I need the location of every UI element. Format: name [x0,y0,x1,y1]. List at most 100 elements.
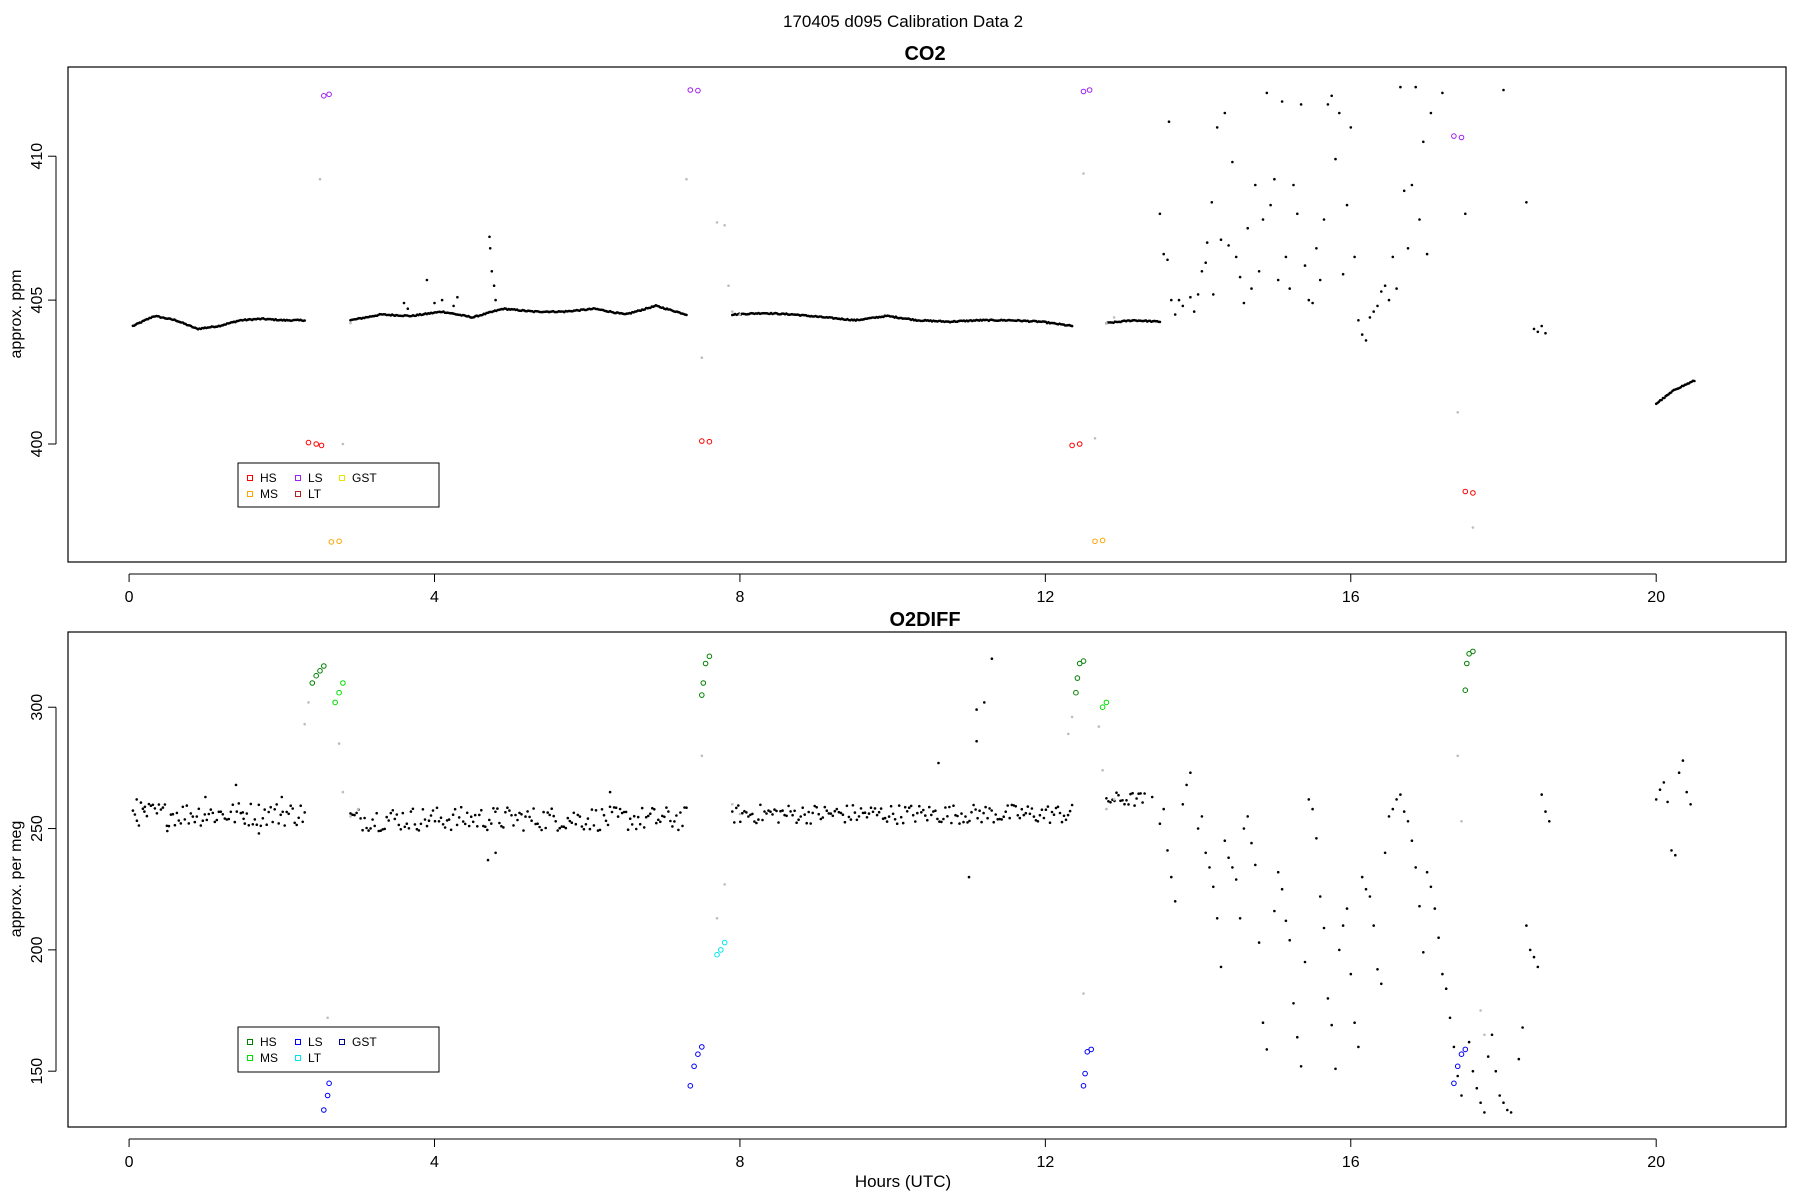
o2diff-data-point [1685,790,1688,794]
o2diff-data-point [1296,1035,1299,1039]
o2diff-data-point [940,820,943,824]
o2diff-data-point [209,808,213,811]
o2diff-data-point [1030,807,1034,810]
o2diff-data-point [131,809,135,812]
o2diff-data-point [996,818,999,821]
o2diff-data-point [187,822,191,825]
o2diff-data-point [881,817,885,820]
o2diff-data-point [215,818,219,822]
o2diff-data-point [407,827,411,830]
co2-calibration-point-hs [706,438,713,445]
o2diff-flagged-point [303,722,307,726]
o2diff-data-point [1020,807,1024,811]
o2diff-data-point [1062,814,1066,818]
o2diff-data-point [737,804,740,807]
co2-data-point [1318,278,1322,282]
o2diff-data-point [975,739,978,743]
co2-data-point [1162,252,1165,256]
o2diff-data-point [885,820,889,823]
o2diff-data-point [423,818,427,821]
o2diff-data-point [413,823,417,826]
o2diff-data-point [612,806,616,809]
o2diff-data-point [1125,799,1128,802]
co2-data-point [1219,238,1223,241]
o2diff-flagged-point [1101,769,1104,772]
o2diff-data-point [905,810,909,813]
o2diff-calibration-point-hs [1466,651,1472,657]
o2diff-data-point [998,817,1001,821]
o2diff-data-point [1141,801,1144,804]
o2diff-data-point [1135,797,1138,800]
o2diff-data-point [243,822,247,825]
o2diff-data-point [602,813,606,817]
o2diff-calibration-point-hs [1464,660,1470,667]
o2diff-data-point [1506,1108,1509,1112]
o2diff-data-point [478,813,481,817]
o2diff-data-point [1173,900,1177,903]
o2diff-data-point [895,822,899,825]
o2diff-data-point [1008,816,1011,820]
co2-data-point [1212,293,1215,296]
o2diff-data-point [598,828,602,832]
o2diff-calibration-point-ls [1451,1080,1457,1087]
o2diff-data-point [349,812,352,815]
o2diff-data-point [877,810,881,814]
o2diff-data-point [1315,837,1318,840]
o2diff-calibration-point-ls [1084,1049,1091,1055]
o2diff-data-point [1444,987,1448,990]
o2diff-data-point [596,829,600,832]
o2diff-data-point [630,823,634,826]
o2diff-data-point [823,805,827,809]
o2diff-data-point [899,815,903,819]
co2-calibration-point-ls [1451,133,1457,139]
o2diff-legend-label-hs: HS [260,1035,277,1049]
co2-calibration-point-ms [336,538,342,545]
co2-flagged-point [715,221,719,224]
o2diff-data-point [1299,1065,1303,1068]
o2diff-data-point [359,817,362,820]
o2diff-data-point [986,816,989,820]
o2diff-data-point [419,822,423,826]
co2-legend-label-hs: HS [260,471,277,485]
o2diff-data-point [875,813,879,817]
o2diff-data-point [526,810,529,813]
co2-calibration-point-hs [313,441,320,447]
o2diff-data-point [867,812,871,815]
o2diff-data-point [387,819,391,822]
o2diff-data-point [1036,820,1040,823]
co2-legend-box [237,462,440,508]
o2diff-data-point [524,815,527,818]
co2-data-point [1322,218,1326,221]
o2diff-data-point [251,823,255,826]
o2diff-data-point [516,818,519,822]
o2diff-data-point [1437,936,1440,939]
o2diff-panel-title: O2DIFF [889,609,960,631]
o2diff-flagged-point [1097,725,1101,728]
o2diff-data-point [235,810,239,813]
o2diff-data-point [435,806,439,810]
o2diff-data-point [584,823,588,826]
o2diff-data-point [417,829,421,832]
o2diff-data-point [1189,771,1192,774]
co2-calibration-point-ls [687,87,694,93]
o2diff-data-point [558,826,561,830]
co2-data-point [1173,313,1177,316]
o2diff-data-point [1528,948,1532,952]
o2diff-data-point [363,816,366,820]
o2diff-data-point [1288,938,1291,942]
o2diff-data-point [799,815,802,818]
co2-calibration-point-ls [1458,134,1465,141]
o2diff-data-point [488,818,491,822]
o2diff-flagged-point [1105,807,1108,811]
o2diff-calibration-point-hs [1080,658,1087,664]
o2diff-data-point [1016,814,1020,817]
o2diff-x-tick-label: 8 [735,1154,744,1171]
o2diff-data-point [195,815,199,818]
o2diff-y-tick-label: 250 [29,815,46,842]
o2diff-data-point [199,824,203,827]
co2-calibration-point-hs [1470,490,1476,496]
o2diff-data-point [863,811,867,814]
o2diff-data-point [657,818,660,822]
o2diff-data-point [403,825,407,829]
